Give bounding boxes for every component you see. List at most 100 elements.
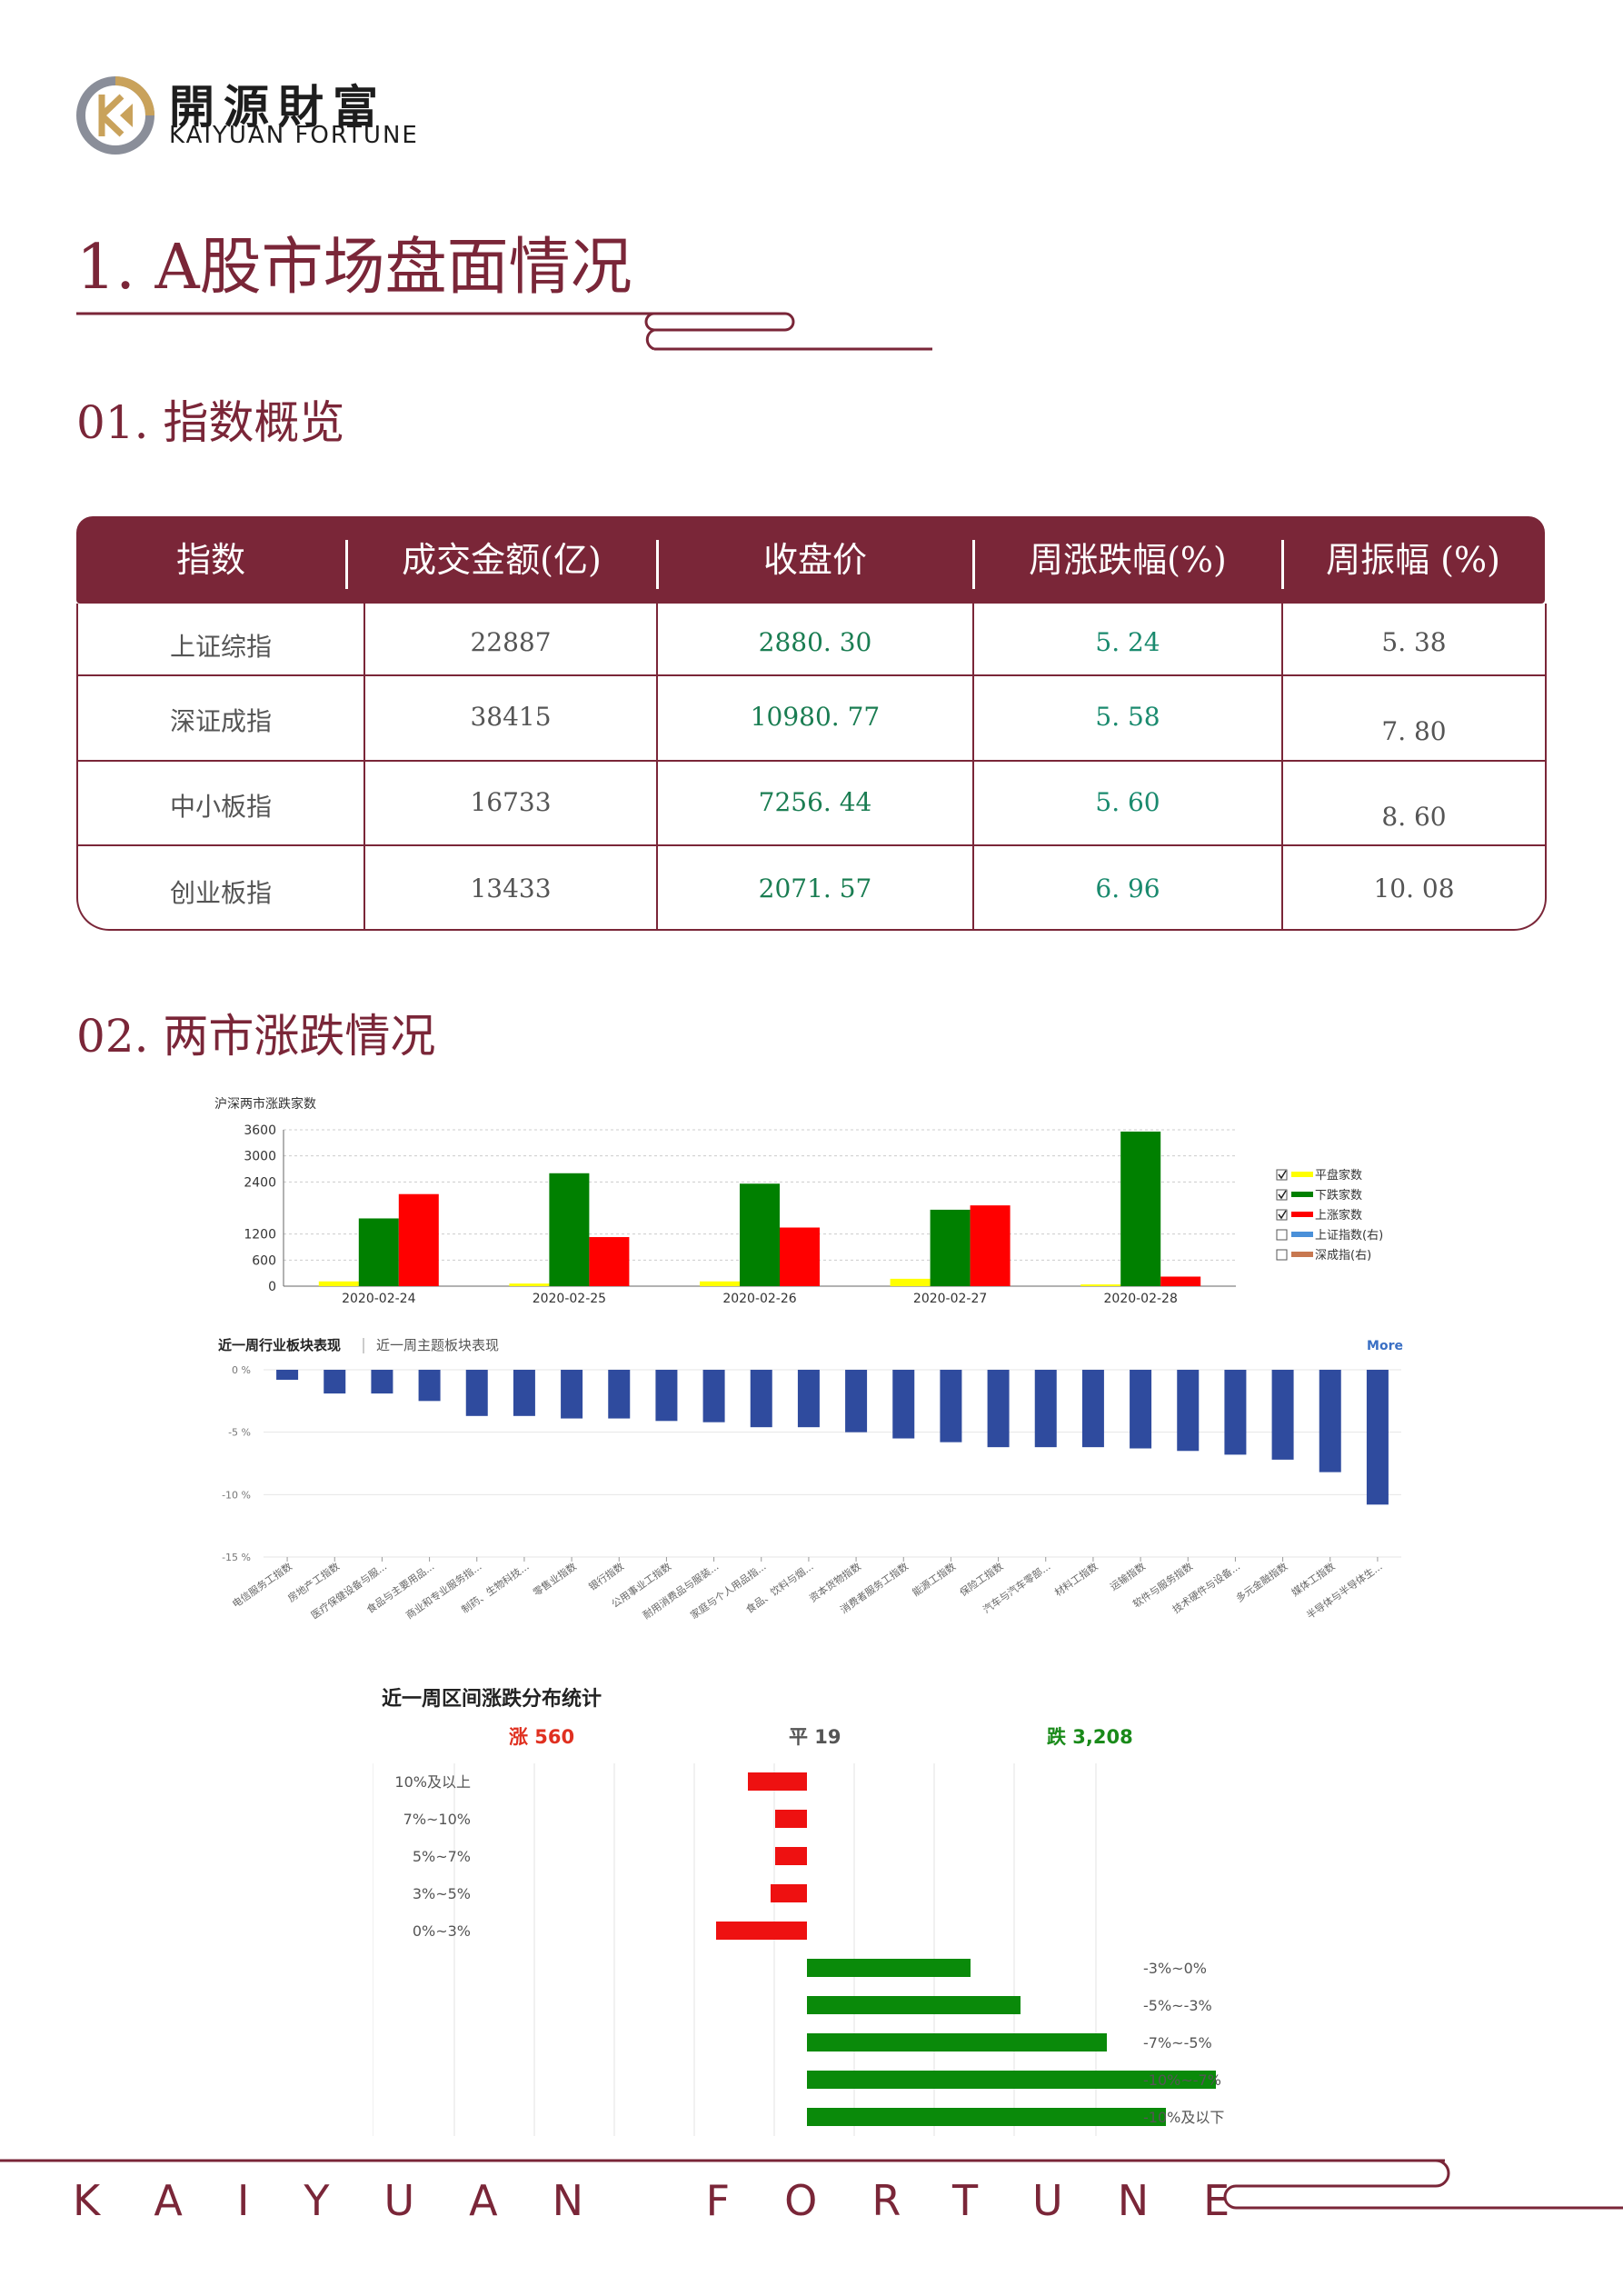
advance-decline-bar-chart: 沪深两市涨跌家数 0 600 1200 2400 3000 3600 2020-02-24 2… xyxy=(209,1086,1418,1313)
sector-bar-资本货物指数 xyxy=(845,1370,867,1433)
down-count-label: 跌 3,208 xyxy=(1047,1726,1133,1748)
cell-turnover: 16733 xyxy=(365,787,656,817)
sector-bar-零售业指数 xyxy=(561,1370,582,1419)
up-bar-7%~10% xyxy=(775,1810,807,1828)
bar-下跌家数-2020-02-28 xyxy=(1120,1132,1160,1286)
legend-swatch xyxy=(1291,1172,1313,1177)
legend-label: 下跌家数 xyxy=(1315,1188,1362,1203)
sector-label: 医疗保健设备与服... xyxy=(308,1560,389,1622)
y-tick-label: -5 % xyxy=(228,1427,251,1439)
x-tick-label: 2020-02-28 xyxy=(1104,1292,1178,1306)
bar-上涨家数-2020-02-24 xyxy=(399,1194,439,1286)
down-range-label: -3%~0% xyxy=(1143,1960,1207,1977)
y-tick-label: 1200 xyxy=(244,1228,276,1243)
chart1-title: 沪深两市涨跌家数 xyxy=(214,1096,316,1112)
down-bar--7%~-5% xyxy=(807,2033,1107,2051)
sector-bar-汽车与汽车零部... xyxy=(1035,1370,1057,1447)
table-body: 上证综指 22887 2880. 30 5. 24 5. 38 深证成指 384… xyxy=(76,604,1547,931)
down-bar--10%及以下 xyxy=(807,2108,1166,2126)
tab-theme-sectors[interactable]: 近一周主题板块表现 xyxy=(376,1337,499,1353)
sector-bar-保险工指数 xyxy=(988,1370,1010,1447)
sector-bar-耐用消费品与服装... xyxy=(703,1370,725,1423)
up-range-label: 5%~7% xyxy=(413,1848,471,1865)
x-tick-label: 2020-02-27 xyxy=(913,1292,987,1306)
sector-bar-消费者服务工指数 xyxy=(892,1370,914,1439)
up-range-label: 7%~10% xyxy=(403,1811,471,1828)
sector-performance-bar-chart: 近一周行业板块表现 近一周主题板块表现 More 0 % -5 % -10 % -15… xyxy=(209,1332,1418,1632)
sector-bar-房地产工指数 xyxy=(324,1370,345,1393)
col-header-index: 指数 xyxy=(76,516,345,604)
sector-label: 材料工指数 xyxy=(1052,1560,1100,1599)
brand-name-en: KAIYUAN FORTUNE xyxy=(169,122,419,149)
sector-bar-公用事业工指数 xyxy=(655,1370,677,1421)
section-title: 1. A股市场盘面情况 xyxy=(76,216,632,306)
down-range-label: -10%~-7% xyxy=(1143,2071,1221,2089)
y-tick-label: -10 % xyxy=(222,1489,251,1501)
cell-close: 10980. 77 xyxy=(658,702,972,732)
sector-bar-食品与主要用品... xyxy=(419,1370,441,1401)
up-range-label: 3%~5% xyxy=(413,1885,471,1902)
y-tick-label: 2400 xyxy=(244,1175,276,1190)
sector-bar-媒体工指数 xyxy=(1319,1370,1341,1472)
y-tick-label: 3600 xyxy=(244,1123,276,1138)
table-row: 中小板指 16733 7256. 44 5. 60 8. 60 xyxy=(78,762,1545,844)
sector-bar-银行指数 xyxy=(608,1370,630,1419)
cell-weekly-change: 5. 24 xyxy=(974,627,1281,657)
up-count-label: 涨 560 xyxy=(509,1726,574,1748)
y-tick-label: 600 xyxy=(252,1253,276,1268)
y-tick-label: 3000 xyxy=(244,1150,276,1164)
y-tick-label: 0 % xyxy=(232,1364,251,1376)
col-header-turnover: 成交金额(亿) xyxy=(347,516,656,604)
sector-bar-家庭与个人用品指... xyxy=(751,1370,772,1427)
x-tick-label: 2020-02-26 xyxy=(722,1292,796,1306)
bar-下跌家数-2020-02-24 xyxy=(359,1218,399,1286)
cell-weekly-change: 5. 60 xyxy=(974,787,1281,817)
table-row: 深证成指 38415 10980. 77 5. 58 7. 80 xyxy=(78,676,1545,760)
bar-下跌家数-2020-02-25 xyxy=(549,1173,589,1286)
sector-bar-食品、饮料与烟... xyxy=(798,1370,820,1427)
up-bar-0%~3% xyxy=(716,1922,807,1940)
more-link[interactable]: More xyxy=(1367,1339,1403,1353)
cell-weekly-amplitude: 5. 38 xyxy=(1283,627,1545,657)
x-tick-label: 2020-02-25 xyxy=(533,1292,606,1306)
down-range-label: -7%~-5% xyxy=(1143,2034,1212,2051)
col-header-weekly-change: 周涨跌幅(%) xyxy=(974,516,1281,604)
bar-上涨家数-2020-02-25 xyxy=(589,1237,629,1286)
up-bar-3%~5% xyxy=(771,1884,807,1902)
sector-bar-电信服务工指数 xyxy=(276,1370,298,1380)
subsection-title-index-overview: 01. 指数概览 xyxy=(76,386,344,452)
sector-label: 家庭与个人用品指... xyxy=(688,1560,769,1622)
cell-turnover: 38415 xyxy=(365,702,656,732)
cell-index-name: 创业板指 xyxy=(78,873,363,910)
sector-label: 耐用消费品与服装... xyxy=(641,1560,722,1622)
sector-label: 零售业指数 xyxy=(531,1560,579,1599)
cell-weekly-change: 6. 96 xyxy=(974,873,1281,903)
cell-index-name: 上证综指 xyxy=(78,627,363,664)
bar-平盘家数-2020-02-28 xyxy=(1080,1284,1120,1286)
sector-label: 商业和专业服务指... xyxy=(403,1560,484,1622)
tab-industry-sectors[interactable]: 近一周行业板块表现 xyxy=(218,1337,341,1353)
bar-上涨家数-2020-02-26 xyxy=(780,1228,820,1287)
legend-swatch xyxy=(1291,1252,1313,1257)
x-tick-label: 2020-02-24 xyxy=(342,1292,415,1306)
footer-brand-text: KAIYUAN FORTUNE xyxy=(73,2176,1284,2225)
legend-label: 深成指(右) xyxy=(1315,1249,1371,1263)
bar-平盘家数-2020-02-26 xyxy=(700,1282,740,1286)
legend-checkbox[interactable] xyxy=(1277,1230,1287,1240)
return-distribution-chart: 近一周区间涨跌分布统计 涨 560 平 19 跌 3,208 10%及以上7%~… xyxy=(373,1682,1236,2145)
sector-label: 能源工指数 xyxy=(910,1560,958,1599)
chart3-title: 近一周区间涨跌分布统计 xyxy=(382,1687,602,1711)
kaiyuan-logo-icon xyxy=(75,75,156,156)
table-row: 上证综指 22887 2880. 30 5. 24 5. 38 xyxy=(78,604,1545,674)
up-range-label: 0%~3% xyxy=(413,1922,471,1940)
cell-close: 2071. 57 xyxy=(658,873,972,903)
down-range-label: -5%~-3% xyxy=(1143,1997,1212,2014)
bar-平盘家数-2020-02-27 xyxy=(891,1279,931,1286)
y-tick-label: -15 % xyxy=(222,1552,251,1563)
cell-index-name: 深证成指 xyxy=(78,702,363,738)
up-bar-5%~7% xyxy=(775,1847,807,1865)
sector-bar-软件与服务指数 xyxy=(1177,1370,1199,1451)
legend-swatch xyxy=(1291,1212,1313,1217)
col-header-close: 收盘价 xyxy=(658,516,972,604)
legend-checkbox[interactable] xyxy=(1277,1250,1287,1260)
